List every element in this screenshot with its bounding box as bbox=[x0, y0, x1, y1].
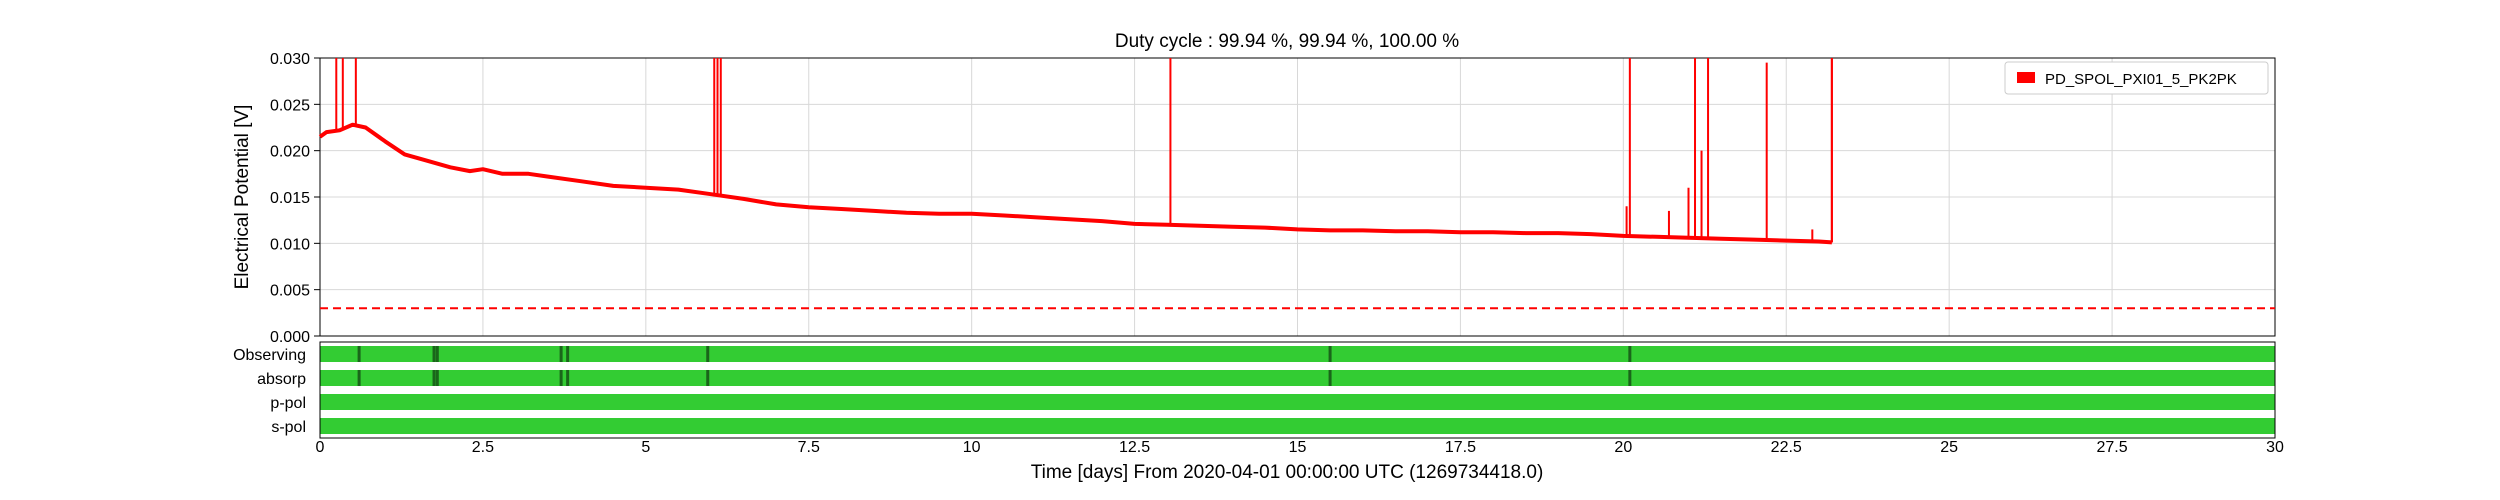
state-gap bbox=[566, 370, 570, 386]
grid bbox=[319, 57, 2276, 337]
state-label: absorp bbox=[257, 371, 306, 388]
x-axis-label: Time [days] From 2020-04-01 00:00:00 UTC… bbox=[1031, 462, 1544, 483]
state-gap bbox=[435, 370, 439, 386]
y-tick-label: 0.010 bbox=[270, 236, 310, 253]
x-tick-label: 10 bbox=[963, 439, 981, 456]
x-tick-label: 0 bbox=[316, 439, 325, 456]
chart-title: Duty cycle : 99.94 %, 99.94 %, 100.00 % bbox=[1115, 31, 1459, 52]
state-bar bbox=[320, 346, 2275, 362]
x-tick-label: 12.5 bbox=[1119, 439, 1150, 456]
state-gap bbox=[357, 346, 361, 362]
state-gap bbox=[432, 346, 436, 362]
state-gap bbox=[432, 370, 436, 386]
legend-swatch bbox=[2017, 72, 2035, 83]
series-line bbox=[318, 122, 1833, 245]
state-gap bbox=[1628, 370, 1632, 386]
state-label: Observing bbox=[233, 347, 306, 364]
y-tick-label: 0.015 bbox=[270, 190, 310, 207]
state-gap bbox=[706, 346, 710, 362]
y-tick-label: 0.000 bbox=[270, 329, 310, 346]
x-tick-label: 27.5 bbox=[2097, 439, 2128, 456]
state-gap bbox=[1628, 346, 1632, 362]
state-gap bbox=[706, 370, 710, 386]
x-tick-label: 15 bbox=[1289, 439, 1307, 456]
state-gap bbox=[1328, 346, 1332, 362]
state-bar bbox=[320, 394, 2275, 410]
spike-group bbox=[335, 58, 1833, 243]
x-tick-group: 0 2.5 5 7.5 10 12.5 15 17.5 20 22.5 25 27.5 30 bbox=[316, 426, 2284, 456]
legend-entry-label: PD_SPOL_PXI01_5_PK2PK bbox=[2045, 71, 2237, 88]
x-tick-label: 5 bbox=[641, 439, 650, 456]
state-gap bbox=[559, 346, 563, 362]
legend-box bbox=[2004, 61, 2269, 95]
x-tick-label: 7.5 bbox=[798, 439, 820, 456]
state-gap bbox=[566, 346, 570, 362]
legend: PD_SPOL_PXI01_5_PK2PK bbox=[2004, 61, 2269, 95]
x-tick-label: 22.5 bbox=[1771, 439, 1802, 456]
x-tick-label: 2.5 bbox=[472, 439, 494, 456]
y-tick-label: 0.025 bbox=[270, 97, 310, 114]
state-bar bbox=[320, 418, 2275, 434]
y-tick-label: 0.030 bbox=[270, 51, 310, 68]
state-segments: Observing absorp p-pol s-pol bbox=[233, 341, 2276, 439]
y-tick-group: 0.000 0.005 0.010 0.015 0.020 0.025 0.030 bbox=[270, 51, 320, 346]
y-tick-label: 0.020 bbox=[270, 144, 310, 161]
state-label: p-pol bbox=[270, 395, 306, 412]
y-tick-label: 0.005 bbox=[270, 283, 310, 300]
state-gap bbox=[559, 370, 563, 386]
x-tick-label: 30 bbox=[2266, 439, 2284, 456]
x-tick-label: 25 bbox=[1940, 439, 1958, 456]
state-label: s-pol bbox=[271, 419, 306, 436]
y-axis-label: Electrical Potential [V] bbox=[232, 105, 253, 290]
x-tick-label: 20 bbox=[1614, 439, 1632, 456]
state-frame bbox=[319, 341, 2276, 439]
state-gap bbox=[1328, 370, 1332, 386]
state-bar bbox=[320, 370, 2275, 386]
state-gap bbox=[357, 370, 361, 386]
x-tick-label: 17.5 bbox=[1445, 439, 1476, 456]
state-gap bbox=[435, 346, 439, 362]
